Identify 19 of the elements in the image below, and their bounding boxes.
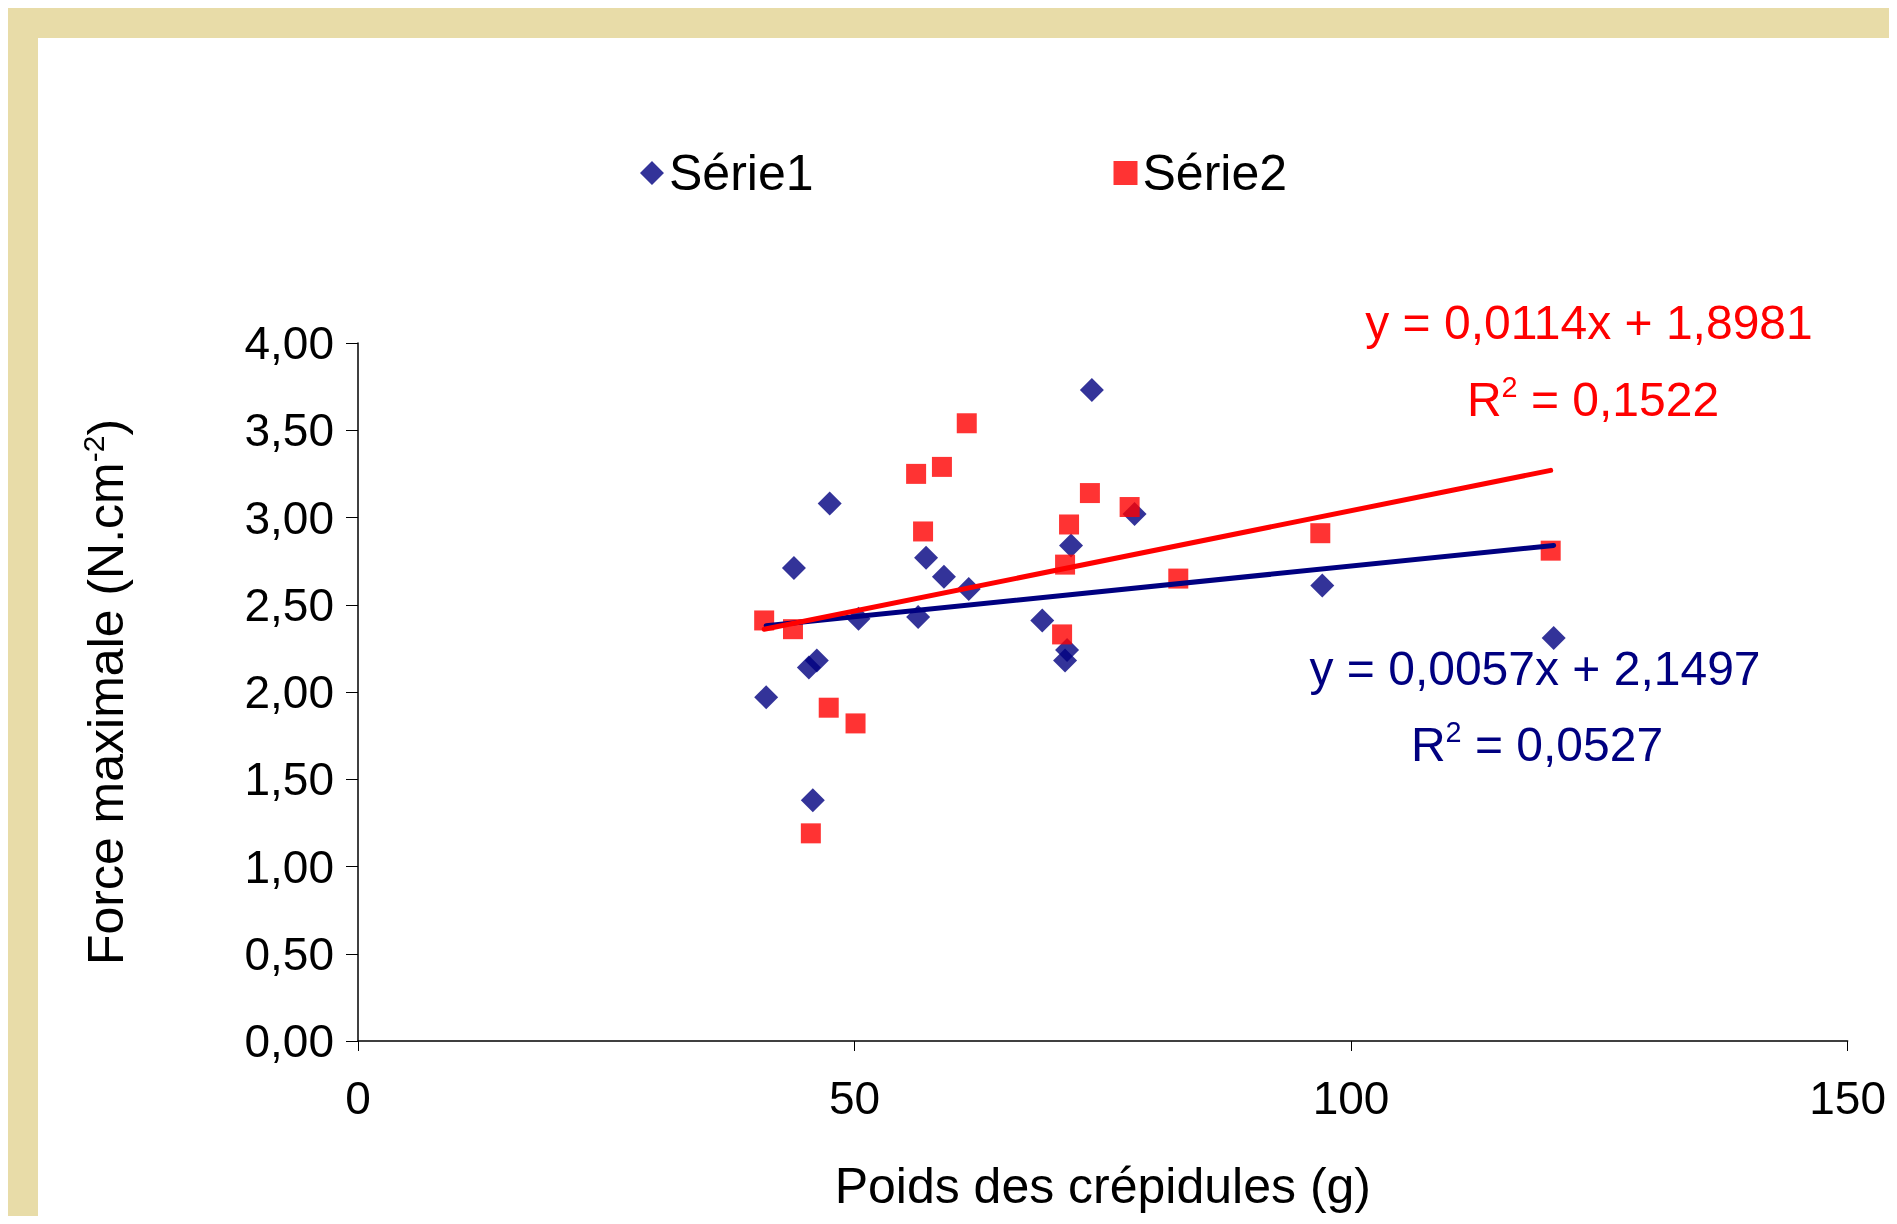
y-tick-label: 1,50	[244, 753, 334, 806]
y-tick-label: 2,00	[244, 666, 334, 718]
y-tick-label: 1,00	[244, 840, 334, 893]
y-axis-title: Force maximale (N.cm-2)	[76, 418, 134, 966]
x-tick-label: 50	[828, 1072, 881, 1124]
x-tick-label: 0	[345, 1072, 371, 1124]
legend-label: Série2	[1142, 145, 1288, 201]
y-tick-label: 3,00	[244, 491, 334, 544]
y-tick-label: 4,00	[244, 317, 334, 369]
annotation: y = 0,0114x + 1,8981	[1365, 295, 1813, 349]
y-tick-label: 3,50	[244, 404, 334, 457]
legend-label: Série1	[668, 145, 814, 201]
annotation: y = 0,0057x + 2,1497	[1309, 641, 1761, 695]
x-tick-label: 100	[1312, 1072, 1390, 1124]
y-tick-label: 2,50	[244, 578, 334, 631]
y-tick-label: 0,00	[244, 1015, 334, 1067]
x-axis-title: Poids des crépidules (g)	[834, 1158, 1372, 1214]
x-tick-label: 150	[1809, 1072, 1886, 1124]
y-tick-label: 0,50	[244, 927, 334, 980]
